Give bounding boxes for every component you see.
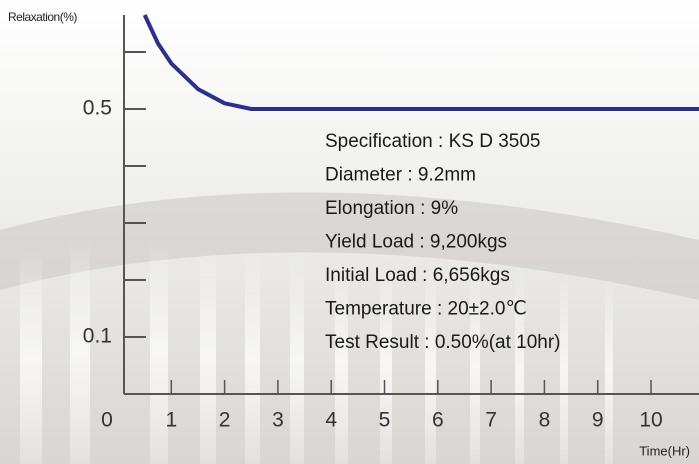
x-tick-label: 2 [219,409,231,432]
y-tick-label: 0.5 [83,97,112,120]
x-tick-label: 10 [639,409,662,432]
x-tick-label: 7 [485,409,497,432]
y-tick-label: 0.1 [83,325,112,348]
x-tick-label: 4 [325,409,337,432]
spec-note: Yield Load : 9,200kgs [325,232,507,253]
spec-note: Specification : KS D 3505 [325,131,540,152]
spec-note: Diameter : 9.2mm [325,165,476,186]
x-tick-label: 1 [165,409,177,432]
x-axis-title: Time(Hr) [639,443,690,458]
x-tick-label: 3 [272,409,284,432]
relaxation-line [142,14,699,111]
spec-note: Test Result : 0.50%(at 10hr) [325,332,561,353]
x-tick-label: 0 [101,409,113,432]
x-tick-label: 9 [592,409,604,432]
spec-note: Elongation : 9% [325,198,458,219]
background-photo [0,192,699,464]
y-axis-title: Relaxation(%) [8,10,77,24]
x-tick-label: 8 [539,409,551,432]
x-tick-label: 5 [379,409,391,432]
x-tick-label: 6 [432,409,444,432]
spec-note: Initial Load : 6,656kgs [325,265,510,286]
spec-note: Temperature : 20±2.0℃ [325,299,527,320]
